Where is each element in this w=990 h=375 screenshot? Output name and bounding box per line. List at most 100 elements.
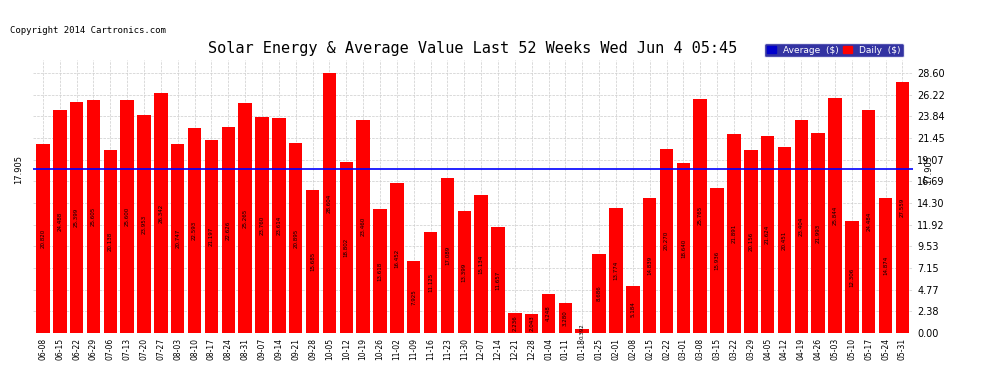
Text: 20.747: 20.747	[175, 229, 180, 248]
Bar	[879, 198, 892, 333]
Bar	[356, 120, 370, 333]
Text: 7.925: 7.925	[411, 289, 416, 305]
Text: 2.236: 2.236	[512, 315, 518, 331]
Text: 4.248: 4.248	[546, 306, 551, 321]
Bar	[592, 254, 606, 333]
Text: 23.404: 23.404	[799, 217, 804, 236]
Bar	[104, 150, 117, 333]
Text: 15.134: 15.134	[478, 255, 484, 274]
Text: 18.802: 18.802	[344, 238, 348, 257]
Legend: Average  ($), Daily  ($): Average ($), Daily ($)	[764, 43, 904, 57]
Bar	[474, 195, 488, 333]
Bar	[659, 148, 673, 333]
Text: 23.614: 23.614	[276, 216, 281, 235]
Bar	[491, 227, 505, 333]
Text: 3.280: 3.280	[563, 310, 568, 326]
Bar	[222, 127, 235, 333]
Bar	[441, 177, 454, 333]
Text: 20.156: 20.156	[748, 232, 753, 251]
Bar	[138, 115, 150, 333]
Bar	[609, 208, 623, 333]
Text: 28.604: 28.604	[327, 193, 332, 213]
Bar	[87, 100, 100, 333]
Text: 13.774: 13.774	[614, 261, 619, 280]
Text: 23.460: 23.460	[360, 217, 365, 236]
Text: 17.905: 17.905	[14, 155, 23, 184]
Text: 11.657: 11.657	[495, 270, 501, 290]
Text: 20.820: 20.820	[41, 229, 46, 248]
Bar	[693, 99, 707, 333]
Bar	[390, 183, 404, 333]
Text: 20.138: 20.138	[108, 232, 113, 251]
Bar	[896, 82, 909, 333]
Bar	[542, 294, 555, 333]
Text: 21.891: 21.891	[732, 224, 737, 243]
Text: 12.306: 12.306	[849, 267, 854, 286]
Text: 24.484: 24.484	[866, 212, 871, 231]
Text: 21.993: 21.993	[816, 223, 821, 243]
Bar	[643, 198, 656, 333]
Bar	[373, 209, 387, 333]
Text: 17.905: 17.905	[925, 155, 934, 184]
Bar	[407, 261, 421, 333]
Text: 13.399: 13.399	[461, 262, 466, 282]
Text: 20.270: 20.270	[664, 231, 669, 251]
Text: 22.593: 22.593	[192, 220, 197, 240]
Text: 0.392: 0.392	[580, 323, 585, 339]
Bar	[70, 102, 83, 333]
Text: 15.936: 15.936	[715, 251, 720, 270]
Bar	[795, 120, 808, 333]
Text: 20.895: 20.895	[293, 228, 298, 248]
Text: 26.342: 26.342	[158, 204, 163, 223]
Text: 23.953: 23.953	[142, 214, 147, 234]
Text: 24.488: 24.488	[57, 212, 62, 231]
Text: 25.600: 25.600	[125, 207, 130, 226]
Text: 15.685: 15.685	[310, 252, 315, 271]
Bar	[829, 98, 842, 333]
Bar	[812, 133, 825, 333]
Text: 17.089: 17.089	[445, 246, 449, 265]
Title: Solar Energy & Average Value Last 52 Weeks Wed Jun 4 05:45: Solar Energy & Average Value Last 52 Wee…	[208, 41, 738, 56]
Bar	[239, 103, 251, 333]
Text: 16.452: 16.452	[394, 249, 399, 268]
Bar	[558, 303, 572, 333]
Bar	[154, 93, 167, 333]
Text: 11.125: 11.125	[428, 273, 433, 292]
Bar	[323, 73, 337, 333]
Bar	[457, 211, 471, 333]
Bar	[761, 136, 774, 333]
Bar	[171, 144, 184, 333]
Bar	[728, 134, 741, 333]
Bar	[710, 188, 724, 333]
Bar	[778, 147, 791, 333]
Bar	[340, 162, 353, 333]
Bar	[255, 117, 268, 333]
Bar	[205, 140, 218, 333]
Text: 13.618: 13.618	[377, 261, 382, 280]
Bar	[289, 143, 303, 333]
Text: 27.559: 27.559	[900, 198, 905, 217]
Bar	[744, 150, 757, 333]
Bar	[525, 314, 539, 333]
Text: 25.844: 25.844	[833, 206, 838, 225]
Bar	[306, 190, 320, 333]
Bar	[37, 144, 50, 333]
Text: 21.197: 21.197	[209, 227, 214, 246]
Text: 5.184: 5.184	[631, 302, 636, 317]
Text: 8.686: 8.686	[597, 285, 602, 301]
Bar	[188, 128, 201, 333]
Text: 23.760: 23.760	[259, 215, 264, 234]
Bar	[424, 232, 438, 333]
Bar	[121, 100, 134, 333]
Text: 21.624: 21.624	[765, 225, 770, 244]
Text: 2.043: 2.043	[530, 316, 535, 332]
Text: Copyright 2014 Cartronics.com: Copyright 2014 Cartronics.com	[10, 26, 165, 35]
Bar	[575, 329, 589, 333]
Text: 22.626: 22.626	[226, 220, 231, 240]
Text: 25.265: 25.265	[243, 209, 248, 228]
Bar	[272, 118, 286, 333]
Text: 18.640: 18.640	[681, 238, 686, 258]
Text: 25.399: 25.399	[74, 208, 79, 227]
Text: 14.839: 14.839	[647, 256, 652, 275]
Text: 25.765: 25.765	[698, 206, 703, 225]
